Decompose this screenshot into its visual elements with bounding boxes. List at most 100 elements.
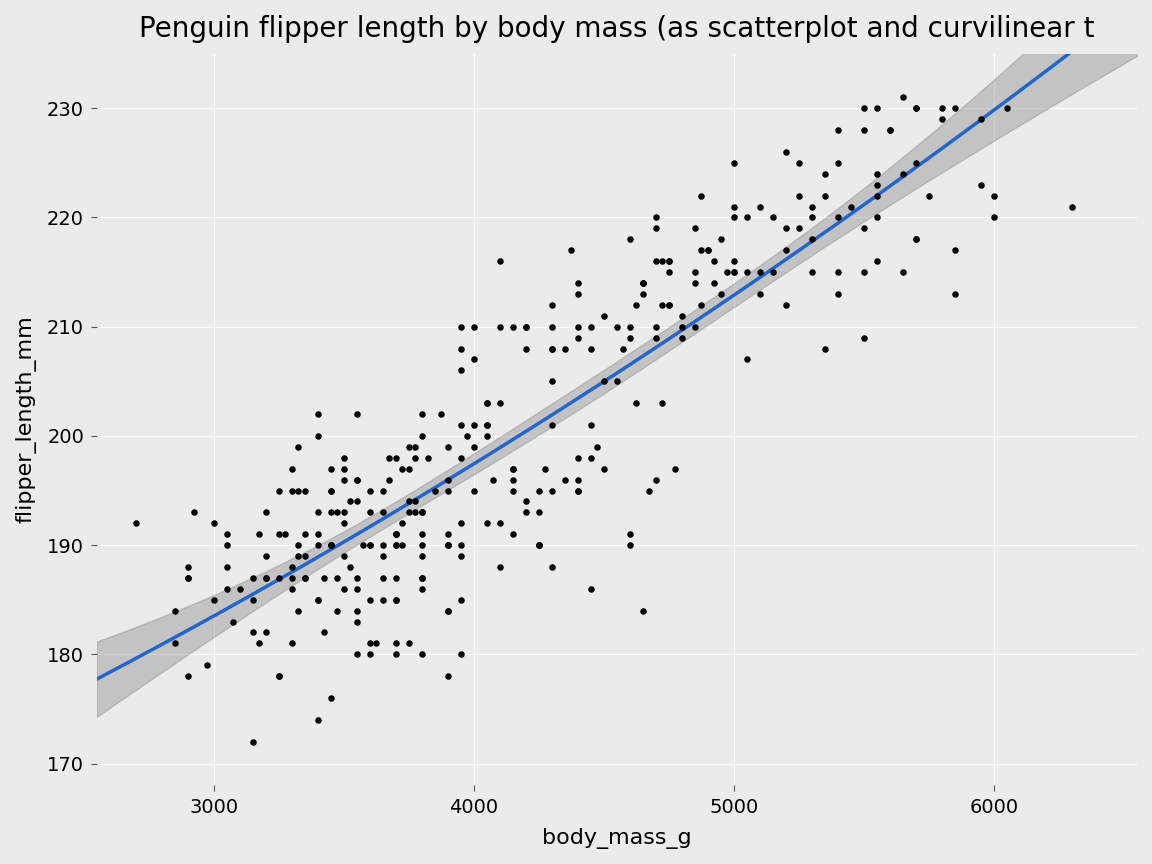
Point — [816, 167, 834, 181]
Point — [725, 254, 743, 268]
Point — [270, 527, 288, 541]
Point — [478, 418, 497, 432]
Point — [803, 232, 821, 246]
Point — [621, 527, 639, 541]
Point — [725, 211, 743, 225]
Point — [387, 527, 406, 541]
Point — [530, 538, 548, 552]
Point — [685, 221, 704, 235]
Point — [588, 440, 606, 454]
Point — [361, 538, 379, 552]
Point — [328, 571, 347, 585]
Point — [530, 538, 548, 552]
Y-axis label: flipper_length_mm: flipper_length_mm — [15, 315, 36, 524]
Point — [692, 244, 711, 257]
Point — [257, 505, 275, 519]
Point — [282, 560, 301, 574]
Point — [894, 167, 912, 181]
Point — [276, 527, 295, 541]
Point — [562, 244, 581, 257]
Point — [751, 265, 770, 279]
Point — [341, 494, 359, 508]
Point — [503, 461, 522, 475]
Point — [309, 713, 327, 727]
Point — [380, 451, 399, 465]
Point — [452, 320, 470, 334]
Point — [334, 505, 353, 519]
Point — [867, 167, 886, 181]
Point — [907, 232, 925, 246]
Point — [412, 527, 431, 541]
Point — [776, 145, 795, 159]
Point — [594, 374, 613, 388]
Point — [842, 200, 861, 213]
Point — [718, 265, 736, 279]
Point — [328, 505, 347, 519]
Point — [406, 494, 424, 508]
Point — [855, 265, 873, 279]
Point — [387, 647, 406, 661]
Point — [348, 604, 366, 618]
Point — [393, 538, 411, 552]
Point — [452, 538, 470, 552]
Point — [698, 244, 717, 257]
Point — [412, 407, 431, 421]
Point — [685, 320, 704, 334]
Point — [646, 473, 665, 486]
Point — [452, 647, 470, 661]
Point — [543, 418, 561, 432]
Point — [295, 571, 313, 585]
Point — [289, 538, 308, 552]
Point — [569, 473, 588, 486]
Point — [412, 429, 431, 443]
Point — [737, 265, 756, 279]
Point — [439, 538, 457, 552]
Point — [439, 604, 457, 618]
Point — [354, 538, 372, 552]
Point — [393, 517, 411, 530]
Point — [439, 527, 457, 541]
Point — [412, 571, 431, 585]
Point — [282, 637, 301, 651]
Point — [439, 538, 457, 552]
Point — [673, 308, 691, 322]
Point — [737, 211, 756, 225]
Point — [425, 484, 444, 498]
Point — [282, 484, 301, 498]
Point — [361, 647, 379, 661]
Point — [660, 298, 679, 312]
Point — [660, 254, 679, 268]
Point — [230, 581, 249, 595]
Point — [789, 221, 808, 235]
Point — [257, 550, 275, 563]
Point — [543, 341, 561, 355]
Point — [491, 517, 509, 530]
Point — [867, 188, 886, 202]
Point — [646, 211, 665, 225]
Point — [614, 341, 632, 355]
Point — [933, 101, 952, 115]
Point — [412, 647, 431, 661]
Point — [516, 341, 535, 355]
Point — [321, 538, 340, 552]
Point — [555, 473, 574, 486]
Point — [373, 505, 392, 519]
Point — [289, 604, 308, 618]
Point — [712, 287, 730, 301]
Point — [634, 287, 652, 301]
Point — [478, 397, 497, 410]
Point — [543, 560, 561, 574]
Point — [348, 494, 366, 508]
Point — [516, 320, 535, 334]
Point — [432, 407, 450, 421]
Point — [348, 571, 366, 585]
Point — [309, 593, 327, 607]
Point — [503, 527, 522, 541]
Point — [1063, 200, 1082, 213]
Title: Penguin flipper length by body mass (as scatterplot and curvilinear t: Penguin flipper length by body mass (as … — [139, 15, 1094, 43]
Point — [803, 211, 821, 225]
Point — [972, 178, 991, 192]
Point — [985, 211, 1003, 225]
Point — [634, 276, 652, 290]
Point — [243, 571, 262, 585]
